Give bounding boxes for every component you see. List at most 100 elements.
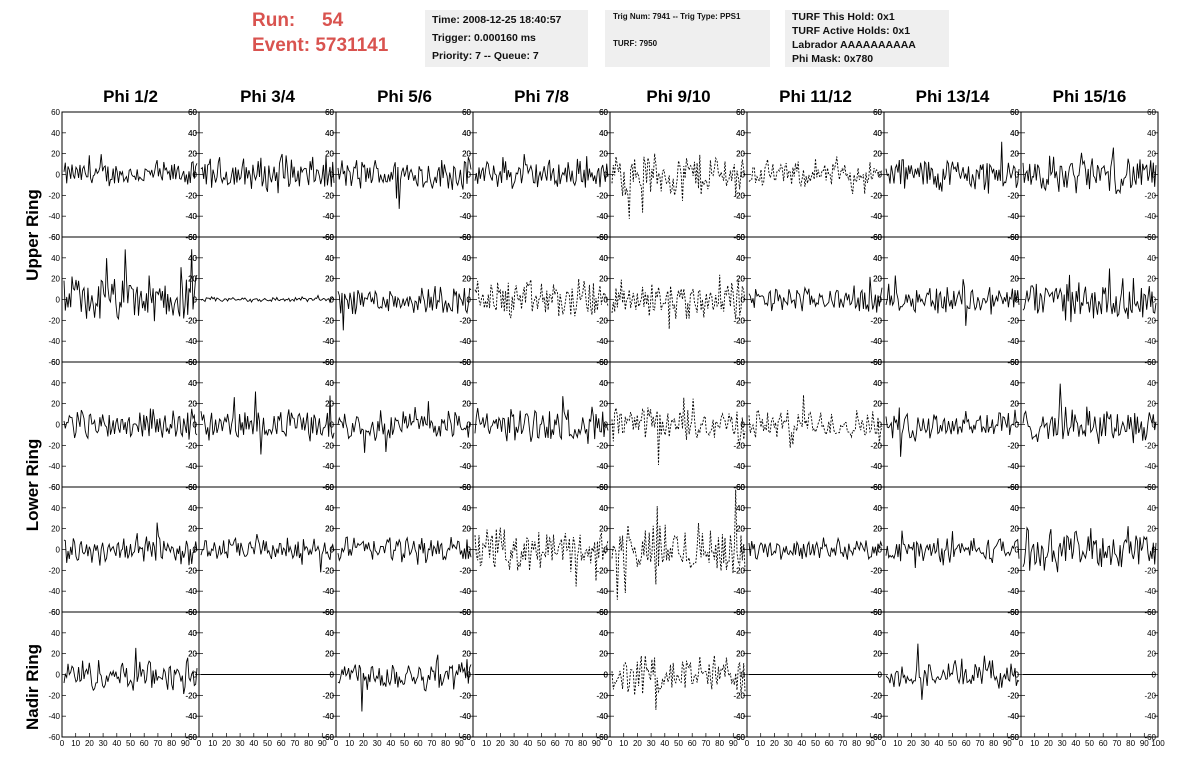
panel-frame bbox=[1020, 111, 1159, 238]
x-tick-label: 20 bbox=[770, 739, 779, 748]
y-tick-label: 20 bbox=[188, 150, 197, 159]
y-tick-label: 20 bbox=[599, 275, 608, 284]
waveform-trace bbox=[337, 536, 472, 565]
y-tick-label: 0 bbox=[467, 546, 472, 555]
y-tick-label: 60 bbox=[188, 358, 197, 367]
x-tick-label: 50 bbox=[811, 739, 820, 748]
y-tick-label: 20 bbox=[462, 400, 471, 409]
y-tick-label: 60 bbox=[188, 233, 197, 242]
waveform-trace bbox=[885, 530, 1020, 569]
y-tick-label: 40 bbox=[599, 629, 608, 638]
y-tick-label: -20 bbox=[596, 441, 608, 450]
y-tick-label: 20 bbox=[462, 650, 471, 659]
column-header: Phi 13/14 bbox=[915, 87, 990, 106]
x-tick-label: 20 bbox=[222, 739, 231, 748]
y-tick-label: 20 bbox=[873, 275, 882, 284]
y-tick-label: 40 bbox=[462, 504, 471, 513]
y-tick-label: 40 bbox=[873, 629, 882, 638]
y-tick-label: -60 bbox=[870, 733, 882, 742]
y-tick-label: -20 bbox=[322, 441, 334, 450]
y-tick-label: 40 bbox=[1147, 254, 1156, 263]
y-tick-label: -40 bbox=[733, 587, 745, 596]
y-tick-label: -40 bbox=[322, 712, 334, 721]
y-tick-label: -20 bbox=[459, 441, 471, 450]
y-tick-label: -40 bbox=[1007, 462, 1019, 471]
y-tick-label: 20 bbox=[1010, 525, 1019, 534]
y-tick-label: -40 bbox=[596, 212, 608, 221]
y-tick-label: 20 bbox=[462, 150, 471, 159]
y-tick-label: -40 bbox=[1007, 337, 1019, 346]
panel-frame bbox=[883, 236, 1022, 363]
panel-frame bbox=[335, 361, 474, 488]
y-tick-label: 60 bbox=[1010, 483, 1019, 492]
waveform-trace bbox=[337, 156, 472, 209]
y-tick-label: 40 bbox=[188, 629, 197, 638]
y-tick-label: 20 bbox=[462, 525, 471, 534]
y-tick-label: 40 bbox=[599, 629, 608, 638]
y-tick-label: -40 bbox=[1144, 337, 1156, 346]
y-tick-label: -20 bbox=[48, 566, 60, 575]
y-tick-label: 60 bbox=[873, 358, 882, 367]
y-tick-label: 20 bbox=[1010, 400, 1019, 409]
x-tick-label: 20 bbox=[359, 739, 368, 748]
y-tick-label: 40 bbox=[599, 379, 608, 388]
y-tick-label: -20 bbox=[322, 441, 334, 450]
x-tick-label: 0 bbox=[882, 739, 887, 748]
y-tick-label: 20 bbox=[325, 150, 334, 159]
waveform-trace bbox=[474, 153, 609, 189]
y-tick-label: 20 bbox=[873, 650, 882, 659]
time-text: Time: 2008-12-25 18:40:57 bbox=[432, 14, 562, 26]
y-tick-label: 60 bbox=[462, 108, 471, 117]
x-tick-label: 90 bbox=[729, 739, 738, 748]
x-tick-label: 40 bbox=[797, 739, 806, 748]
x-tick-label: 50 bbox=[126, 739, 135, 748]
y-tick-label: -40 bbox=[48, 587, 60, 596]
y-tick-label: 20 bbox=[188, 275, 197, 284]
y-tick-label: 0 bbox=[741, 296, 746, 305]
y-tick-label: -20 bbox=[1007, 566, 1019, 575]
y-tick-label: 40 bbox=[462, 129, 471, 138]
y-tick-label: 20 bbox=[188, 400, 197, 409]
y-tick-label: 0 bbox=[193, 171, 198, 180]
x-tick-label: 40 bbox=[934, 739, 943, 748]
y-tick-label: 60 bbox=[1010, 233, 1019, 242]
y-tick-label: -40 bbox=[185, 462, 197, 471]
y-tick-label: 0 bbox=[741, 171, 746, 180]
waveform-trace bbox=[63, 522, 198, 566]
y-tick-label: 0 bbox=[1015, 671, 1020, 680]
y-tick-label: -40 bbox=[48, 212, 60, 221]
y-tick-label: -40 bbox=[185, 212, 197, 221]
x-tick-label: 70 bbox=[1112, 739, 1121, 748]
y-tick-label: 60 bbox=[325, 233, 334, 242]
y-tick-label: 20 bbox=[462, 650, 471, 659]
y-tick-label: 40 bbox=[1010, 504, 1019, 513]
y-tick-label: -40 bbox=[185, 462, 197, 471]
y-tick-label: 20 bbox=[325, 650, 334, 659]
y-tick-label: -40 bbox=[596, 462, 608, 471]
event-value: 5731141 bbox=[315, 35, 389, 56]
y-tick-label: 0 bbox=[741, 171, 746, 180]
y-tick-label: 0 bbox=[1015, 421, 1020, 430]
y-tick-label: 20 bbox=[325, 400, 334, 409]
y-tick-label: -20 bbox=[1007, 691, 1019, 700]
y-tick-label: 40 bbox=[873, 504, 882, 513]
y-tick-label: 0 bbox=[1015, 296, 1020, 305]
y-tick-label: 60 bbox=[736, 358, 745, 367]
y-tick-label: 20 bbox=[873, 150, 882, 159]
y-tick-label: 0 bbox=[467, 671, 472, 680]
waveform-trace bbox=[885, 407, 1020, 457]
y-tick-label: 60 bbox=[188, 483, 197, 492]
y-tick-label: 40 bbox=[736, 629, 745, 638]
y-tick-label: 0 bbox=[330, 171, 335, 180]
y-tick-label: -20 bbox=[322, 566, 334, 575]
y-tick-label: -20 bbox=[733, 691, 745, 700]
y-tick-label: -20 bbox=[185, 566, 197, 575]
x-tick-label: 10 bbox=[345, 739, 354, 748]
y-tick-label: 0 bbox=[467, 546, 472, 555]
y-tick-label: -40 bbox=[322, 587, 334, 596]
x-tick-label: 70 bbox=[701, 739, 710, 748]
x-tick-label: 90 bbox=[866, 739, 875, 748]
y-tick-label: -40 bbox=[322, 337, 334, 346]
y-tick-label: -40 bbox=[870, 212, 882, 221]
y-tick-label: -20 bbox=[1007, 191, 1019, 200]
